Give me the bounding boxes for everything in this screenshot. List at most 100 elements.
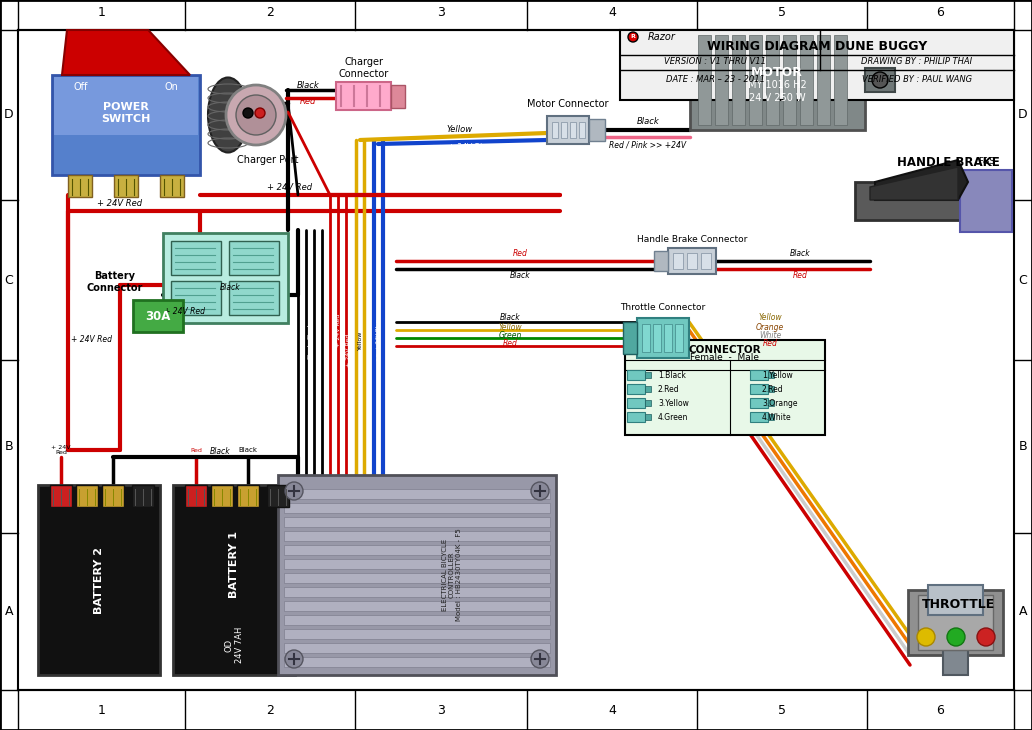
Text: Black: Black [296, 82, 319, 91]
Text: 2: 2 [266, 6, 273, 18]
Text: + 24V Red: + 24V Red [164, 307, 205, 317]
Text: BATTERY 1: BATTERY 1 [229, 531, 239, 599]
Text: DRAWING BY : PHILIP THAI: DRAWING BY : PHILIP THAI [862, 58, 972, 66]
Bar [391, 85, 405, 108]
Text: Black: Black [308, 342, 313, 358]
Bar [160, 175, 184, 197]
Bar [284, 615, 550, 625]
Text: 2.Red: 2.Red [762, 385, 783, 393]
Circle shape [531, 482, 549, 500]
Bar [185, 485, 207, 507]
Text: Black: Black [209, 447, 230, 456]
Bar [173, 485, 295, 675]
Bar [623, 322, 637, 354]
Text: 6: 6 [937, 704, 944, 717]
Text: D: D [4, 109, 13, 121]
Bar [768, 414, 774, 420]
Text: R: R [631, 34, 636, 39]
Text: Orange: Orange [755, 323, 784, 332]
Bar [267, 485, 289, 507]
Bar [750, 412, 768, 422]
Bar [229, 281, 279, 315]
Bar [664, 324, 672, 352]
Bar [673, 253, 683, 269]
Text: >> + 24V Blue: >> + 24V Blue [432, 144, 491, 153]
Text: + 24V Red: + 24V Red [97, 199, 142, 209]
Bar [834, 35, 847, 125]
Text: Red: Red [300, 98, 316, 107]
Polygon shape [875, 160, 968, 200]
Text: 4.White: 4.White [762, 412, 792, 421]
Circle shape [977, 628, 995, 646]
Text: Yellow: Yellow [759, 313, 782, 323]
Bar [800, 35, 813, 125]
Bar [768, 400, 774, 406]
Bar [698, 35, 711, 125]
Bar [637, 318, 689, 358]
Text: CONNECTOR: CONNECTOR [688, 345, 762, 355]
Bar [750, 370, 768, 380]
Text: C: C [1019, 274, 1028, 286]
Bar [163, 233, 288, 323]
Text: Red: Red [763, 339, 777, 348]
Text: Red: Red [513, 250, 527, 258]
Bar [918, 595, 993, 650]
Bar [768, 386, 774, 392]
Text: VERSION : V1 THRU V11: VERSION : V1 THRU V11 [664, 58, 766, 66]
Bar [750, 398, 768, 408]
Text: Razor: Razor [648, 32, 676, 42]
Text: MY 1016 H2: MY 1016 H2 [747, 80, 806, 90]
Text: Charger
Connector: Charger Connector [338, 57, 389, 79]
Bar [50, 485, 72, 507]
Text: Red: Red [793, 271, 807, 280]
Text: 6: 6 [937, 6, 944, 18]
Bar [865, 68, 895, 92]
Text: Black: Black [789, 250, 810, 258]
Bar [570, 122, 576, 138]
Text: + 24V Red: + 24V Red [267, 183, 313, 193]
Text: B: B [5, 440, 13, 453]
Text: WIRING DIAGRAM DUNE BUGGY: WIRING DIAGRAM DUNE BUGGY [707, 40, 927, 53]
Circle shape [628, 32, 638, 42]
Bar [132, 485, 154, 507]
Bar [211, 485, 233, 507]
Polygon shape [870, 167, 958, 200]
Text: + 24V Red: + 24V Red [346, 334, 351, 366]
Bar [284, 503, 550, 513]
Bar [547, 116, 589, 144]
Bar [732, 35, 745, 125]
Text: Green: Green [498, 331, 522, 340]
Bar [654, 251, 668, 271]
Text: 30A: 30A [146, 310, 170, 323]
Bar [68, 175, 92, 197]
Text: 5: 5 [778, 704, 786, 717]
Text: HANDLE BRAKE: HANDLE BRAKE [897, 155, 999, 169]
Text: Red: Red [190, 447, 202, 453]
Bar [768, 372, 774, 378]
Text: 3.Orange: 3.Orange [762, 399, 798, 407]
Circle shape [243, 108, 253, 118]
Bar [284, 489, 550, 499]
Text: Red: Red [503, 339, 517, 348]
Text: Red: Red [107, 447, 119, 453]
Bar [627, 370, 645, 380]
Circle shape [917, 628, 935, 646]
Text: Throttle Connector: Throttle Connector [620, 304, 706, 312]
Circle shape [285, 650, 303, 668]
Circle shape [872, 72, 888, 88]
Bar [701, 253, 711, 269]
Circle shape [285, 482, 303, 500]
Bar [284, 629, 550, 639]
Text: D: D [1019, 109, 1028, 121]
Text: 4.Green: 4.Green [658, 412, 688, 421]
Bar [928, 585, 983, 615]
Bar [38, 485, 160, 675]
Bar [284, 573, 550, 583]
Text: VERIFIED BY : PAUL WANG: VERIFIED BY : PAUL WANG [862, 75, 972, 85]
Text: On: On [164, 82, 178, 92]
Bar [284, 601, 550, 611]
Text: 2: 2 [266, 704, 273, 717]
Bar [687, 253, 697, 269]
Text: Off: Off [74, 82, 89, 92]
Bar [579, 122, 585, 138]
